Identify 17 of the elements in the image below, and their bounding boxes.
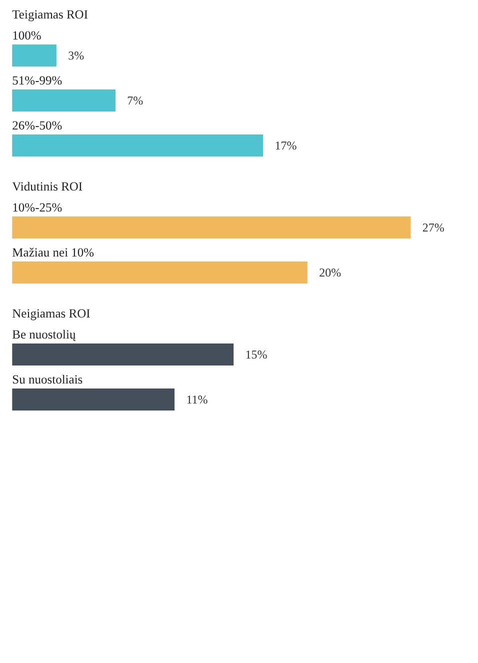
data-label: 3% xyxy=(68,48,84,62)
series-label: Teigiamas ROI xyxy=(12,8,88,22)
y-tick-label: Su nuostoliais xyxy=(12,372,83,386)
data-label: 17% xyxy=(274,138,297,152)
data-label: 7% xyxy=(127,94,144,108)
data-label: 27% xyxy=(422,220,444,234)
y-tick-label: Be nuostolių xyxy=(12,328,76,342)
y-tick-label: 26%-50% xyxy=(12,118,62,132)
y-tick-label: Mažiau nei 10% xyxy=(12,246,94,260)
y-tick-label: 51%-99% xyxy=(12,74,62,88)
data-label: 11% xyxy=(186,392,208,406)
y-tick-label: 10%-25% xyxy=(12,200,62,214)
data-label: 20% xyxy=(319,266,342,280)
data-label: 15% xyxy=(245,348,268,362)
y-tick-label: 100% xyxy=(12,28,42,42)
series-label: Vidutinis ROI xyxy=(12,180,83,194)
series-label: Neigiamas ROI xyxy=(12,306,90,320)
